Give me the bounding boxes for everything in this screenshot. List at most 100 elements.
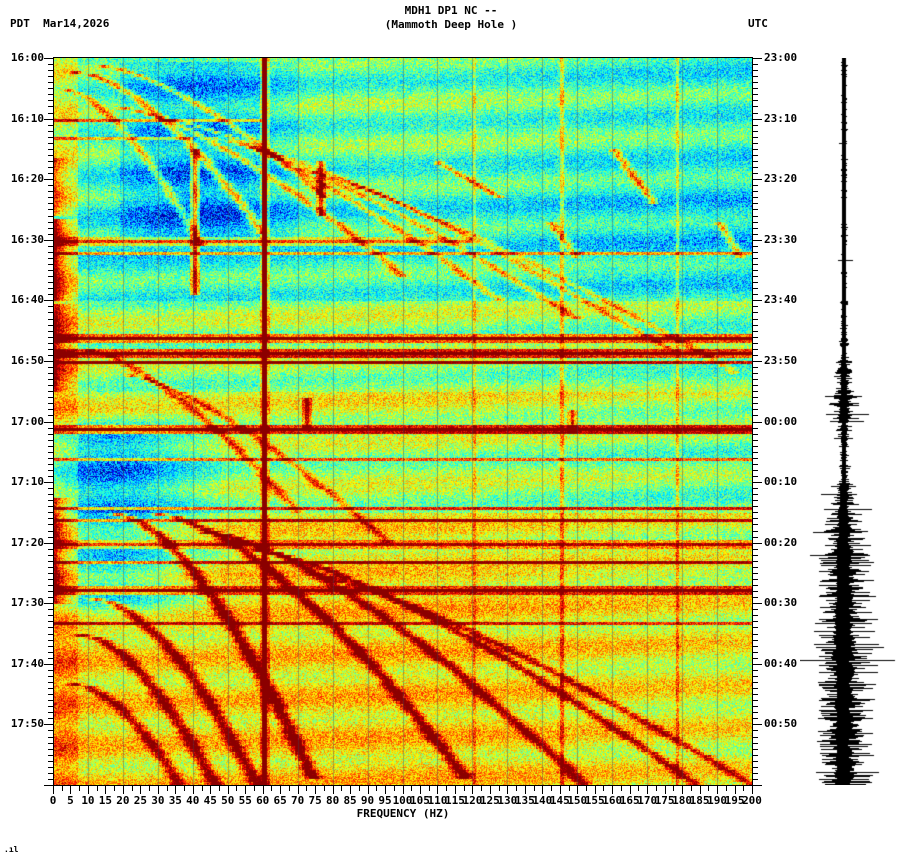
x-tick: [315, 786, 316, 794]
y-tick-right: [753, 573, 758, 574]
y-tick-left: [48, 627, 53, 628]
plot-axis-left: [53, 58, 54, 785]
y-tick-right: [753, 585, 758, 586]
y-tick-left: [48, 222, 53, 223]
x-tick: [516, 786, 517, 791]
y-tick-right: [753, 537, 758, 538]
y-tick-right: [753, 743, 758, 744]
x-axis-label: 175: [654, 794, 675, 807]
y-axis-left-label: 17:50: [10, 717, 44, 731]
y-axis-right-label: 23:10: [764, 111, 798, 125]
y-tick-left: [48, 452, 53, 453]
x-tick: [542, 786, 543, 794]
y-tick-left: [48, 264, 53, 265]
y-tick-right: [753, 179, 762, 180]
y-tick-right: [753, 730, 758, 731]
y-tick-left: [48, 634, 53, 635]
y-tick-right: [753, 355, 758, 356]
x-tick: [647, 786, 648, 794]
y-tick-right: [753, 440, 758, 441]
y-tick-left: [48, 446, 53, 447]
x-tick: [245, 786, 246, 794]
y-tick-right: [753, 373, 758, 374]
x-tick: [534, 786, 535, 791]
y-tick-right: [753, 155, 758, 156]
y-tick-left: [48, 730, 53, 731]
x-tick: [621, 786, 622, 791]
y-tick-right: [753, 779, 758, 780]
x-axis-label: 25: [133, 794, 147, 807]
y-tick-left: [48, 131, 53, 132]
y-tick-right: [753, 258, 758, 259]
y-tick-left: [48, 561, 53, 562]
y-tick-right: [753, 591, 758, 592]
x-tick: [743, 786, 744, 791]
y-tick-right: [753, 652, 758, 653]
y-tick-right: [753, 415, 758, 416]
y-tick-left: [48, 331, 53, 332]
y-tick-right: [753, 343, 758, 344]
x-tick: [193, 786, 194, 794]
y-tick-right: [753, 119, 762, 120]
y-tick-right: [753, 76, 758, 77]
y-tick-right: [753, 452, 758, 453]
y-tick-right: [753, 246, 758, 247]
spectrogram-plot[interactable]: [53, 58, 752, 785]
y-axis-right-label: 23:00: [764, 51, 798, 64]
y-tick-left: [44, 724, 53, 725]
y-tick-right: [753, 627, 758, 628]
y-tick-left: [48, 434, 53, 435]
x-tick: [53, 786, 54, 794]
x-axis-label: 10: [81, 794, 95, 807]
y-tick-left: [48, 167, 53, 168]
y-tick-left: [48, 737, 53, 738]
y-tick-right: [753, 106, 758, 107]
x-tick: [350, 786, 351, 794]
y-tick-right: [753, 203, 758, 204]
x-tick: [376, 786, 377, 791]
y-tick-right: [753, 294, 758, 295]
y-tick-left: [48, 209, 53, 210]
x-tick: [289, 786, 290, 791]
y-tick-right: [753, 197, 758, 198]
y-tick-left: [48, 428, 53, 429]
header-timezone-date: PDT Mar14,2026: [10, 17, 110, 30]
y-tick-left: [48, 306, 53, 307]
x-tick: [481, 786, 482, 791]
y-tick-right: [753, 234, 758, 235]
x-axis-label: 35: [168, 794, 182, 807]
y-tick-right: [753, 125, 758, 126]
y-tick-right: [753, 773, 758, 774]
x-axis-label: 60: [256, 794, 270, 807]
y-tick-left: [48, 476, 53, 477]
y-tick-left: [44, 300, 53, 301]
y-tick-right: [753, 113, 758, 114]
y-tick-right: [753, 609, 758, 610]
y-tick-left: [48, 688, 53, 689]
y-tick-right: [753, 397, 758, 398]
y-tick-right: [753, 185, 758, 186]
x-axis-label: 75: [308, 794, 322, 807]
y-tick-left: [48, 100, 53, 101]
y-axis-left-label: 16:20: [10, 172, 44, 186]
y-tick-right: [753, 688, 758, 689]
x-axis-label: 5: [67, 794, 74, 807]
y-tick-right: [753, 555, 758, 556]
y-tick-right: [753, 579, 758, 580]
x-tick: [324, 786, 325, 791]
y-tick-right: [753, 476, 758, 477]
y-tick-left: [48, 409, 53, 410]
x-tick: [254, 786, 255, 791]
x-tick: [359, 786, 360, 791]
x-tick: [490, 786, 491, 794]
y-tick-left: [48, 524, 53, 525]
x-axis-label: 65: [273, 794, 287, 807]
y-tick-left: [48, 415, 53, 416]
y-tick-left: [48, 149, 53, 150]
y-tick-right: [753, 567, 758, 568]
station-code-title: MDH1 DP1 NC --: [404, 4, 498, 17]
y-tick-right: [753, 531, 758, 532]
x-tick: [700, 786, 701, 794]
y-tick-left: [48, 143, 53, 144]
y-tick-left: [44, 422, 53, 423]
